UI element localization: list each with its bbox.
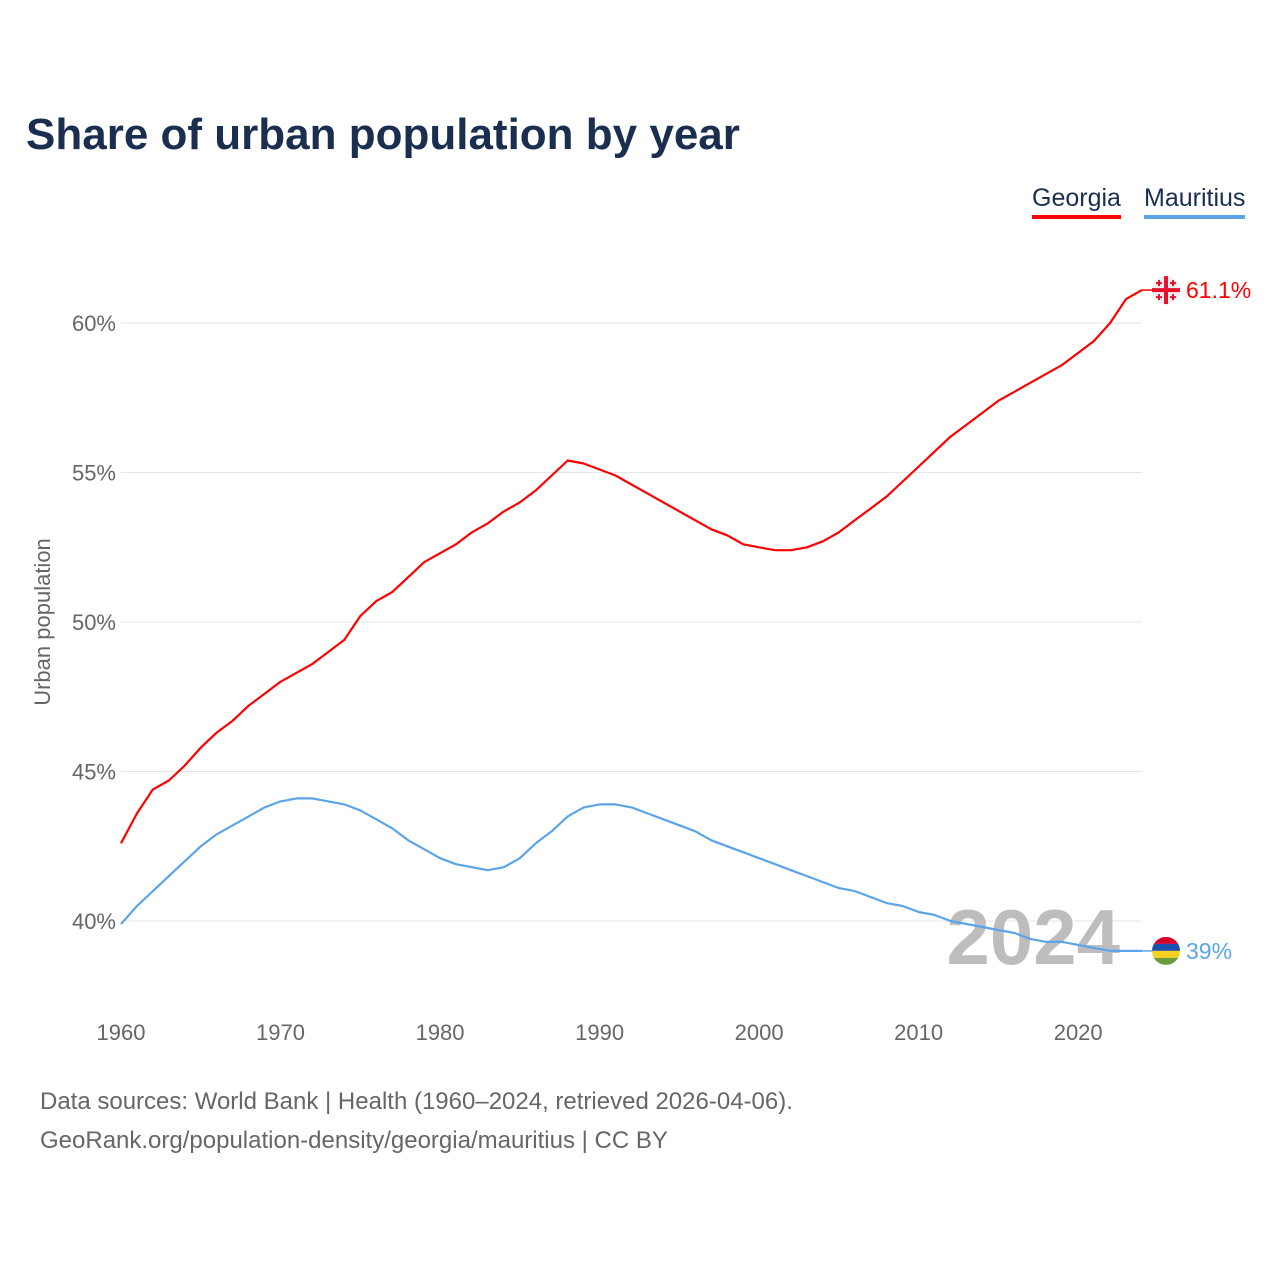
flag-small-cross [1172,294,1174,301]
mauritius-flag-icon [1152,943,1180,951]
series-line-mauritius [120,797,1142,953]
series-line-georgia [120,289,1143,844]
legend-mauritius[interactable]: Mauritius [1144,184,1246,219]
legend-georgia[interactable]: Georgia [1032,184,1121,219]
y-axis-label: Urban population [30,538,55,706]
y-tick-label: 60% [72,311,116,336]
x-tick-label: 2000 [735,1020,784,1045]
y-tick-label: 55% [72,461,116,486]
mauritius-flag-icon [1152,950,1180,958]
y-tick-label: 40% [72,909,116,934]
x-tick-label: 2010 [894,1020,943,1045]
flag-small-cross [1172,280,1174,287]
chart-title: Share of urban population by year [26,110,740,159]
x-tick-label: 1970 [256,1020,305,1045]
footer-sources: Data sources: World Bank | Health (1960–… [40,1088,793,1115]
year-watermark: 2024 [946,893,1120,981]
flag-small-cross [1158,280,1160,287]
footer-attribution[interactable]: GeoRank.org/population-density/georgia/m… [40,1127,668,1154]
flag-small-cross [1158,294,1160,301]
end-value-label: 61.1% [1186,277,1251,303]
end-value-label: 39% [1186,938,1232,964]
y-tick-label: 45% [72,760,116,785]
x-tick-label: 1960 [97,1020,146,1045]
x-tick-label: 1990 [575,1020,624,1045]
flag-cross-v [1164,276,1168,305]
y-tick-label: 50% [72,610,116,635]
mauritius-flag-icon [1152,936,1180,944]
x-tick-label: 1980 [416,1020,465,1045]
mauritius-flag-icon [1152,957,1180,965]
x-tick-label: 2020 [1054,1020,1103,1045]
